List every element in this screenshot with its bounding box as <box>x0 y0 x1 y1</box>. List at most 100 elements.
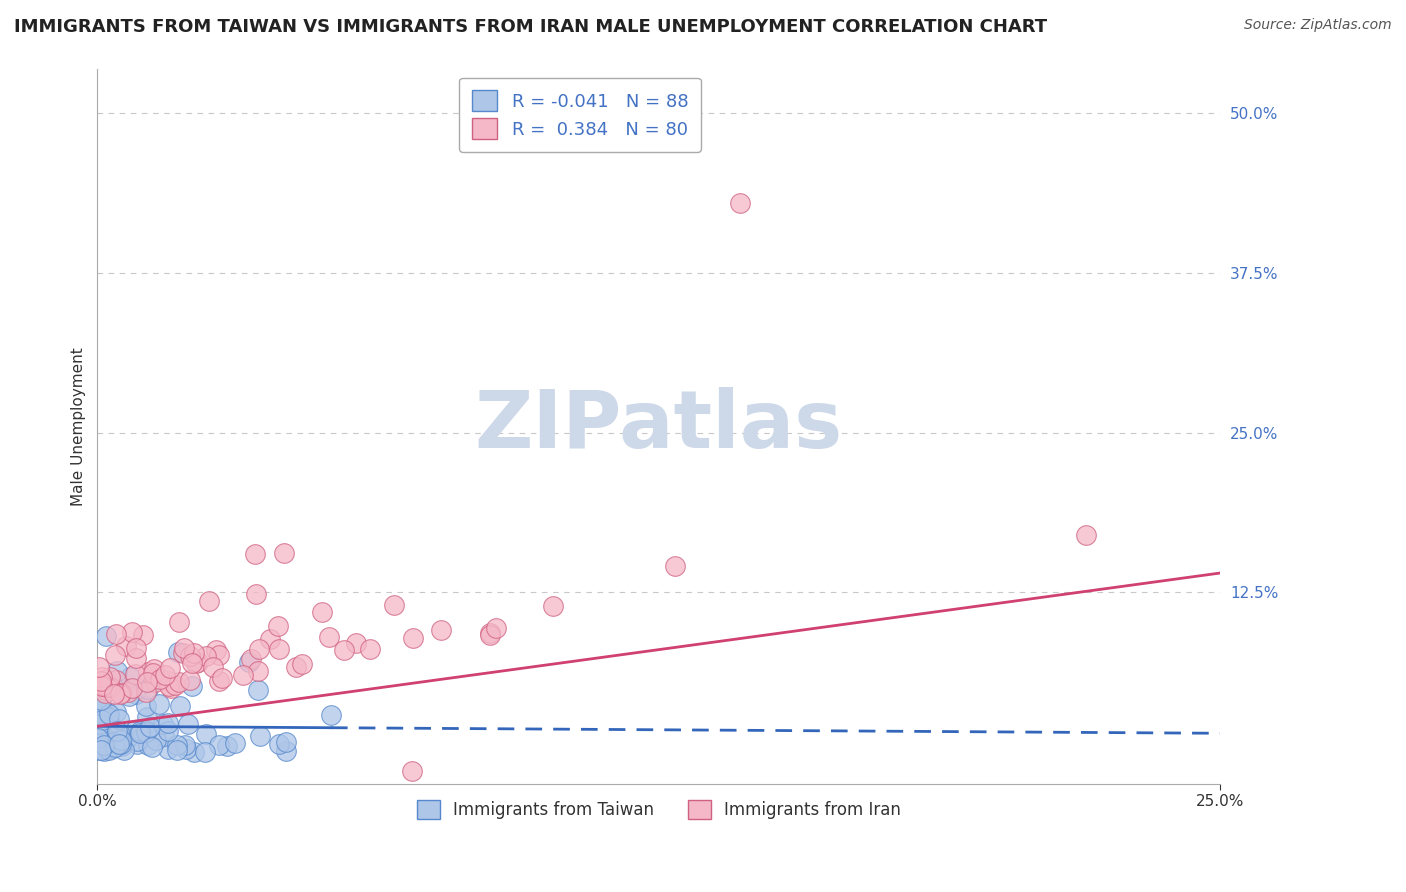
Point <box>166 742 188 756</box>
Point <box>291 657 314 671</box>
Point <box>107 664 129 678</box>
Point <box>205 643 228 657</box>
Point <box>120 670 142 684</box>
Point <box>91 728 114 742</box>
Point <box>181 679 204 693</box>
Point <box>98 743 121 757</box>
Point <box>89 729 111 743</box>
Point <box>124 667 146 681</box>
Point <box>143 662 166 676</box>
Point <box>94 683 117 698</box>
Point <box>117 685 139 699</box>
Point <box>90 743 112 757</box>
Point <box>180 656 202 670</box>
Point <box>93 744 115 758</box>
Point <box>152 717 174 731</box>
Point <box>90 673 112 688</box>
Point <box>98 715 121 730</box>
Point <box>93 738 115 752</box>
Point <box>110 685 132 699</box>
Point <box>246 665 269 679</box>
Point <box>145 733 167 747</box>
Point <box>246 683 269 698</box>
Point <box>103 740 125 755</box>
Point <box>173 738 195 752</box>
Point <box>195 649 218 664</box>
Point <box>543 599 565 613</box>
Point <box>238 655 260 669</box>
Point <box>135 699 157 714</box>
Point <box>152 730 174 744</box>
Y-axis label: Male Unemployment: Male Unemployment <box>72 347 86 506</box>
Point <box>97 733 120 747</box>
Point <box>96 721 118 735</box>
Point <box>105 737 128 751</box>
Point <box>90 693 112 707</box>
Point <box>112 743 135 757</box>
Point <box>125 650 148 665</box>
Point <box>104 648 127 662</box>
Point <box>159 681 181 695</box>
Point <box>94 741 117 756</box>
Point <box>165 677 187 691</box>
Point <box>267 619 290 633</box>
Point <box>156 716 179 731</box>
Point <box>135 674 157 689</box>
Point <box>135 725 157 739</box>
Point <box>89 659 111 673</box>
Point <box>173 640 195 655</box>
Point <box>135 724 157 739</box>
Point <box>143 674 166 689</box>
Point <box>344 636 367 650</box>
Point <box>155 667 177 681</box>
Point <box>273 546 295 560</box>
Point <box>108 713 131 727</box>
Point <box>91 670 114 684</box>
Point <box>127 737 149 751</box>
Point <box>1074 528 1097 542</box>
Point <box>107 724 129 739</box>
Point <box>117 689 139 703</box>
Point <box>131 628 153 642</box>
Point <box>98 707 121 722</box>
Point <box>184 657 207 671</box>
Point <box>98 715 121 730</box>
Point <box>135 685 157 699</box>
Point <box>91 734 114 748</box>
Point <box>142 665 165 680</box>
Point <box>149 673 172 687</box>
Point <box>208 738 231 752</box>
Point <box>125 640 148 655</box>
Point <box>91 679 114 693</box>
Point <box>177 717 200 731</box>
Point <box>156 723 179 738</box>
Point <box>125 687 148 701</box>
Point <box>104 626 127 640</box>
Point <box>201 660 224 674</box>
Text: IMMIGRANTS FROM TAIWAN VS IMMIGRANTS FROM IRAN MALE UNEMPLOYMENT CORRELATION CHA: IMMIGRANTS FROM TAIWAN VS IMMIGRANTS FRO… <box>14 18 1047 36</box>
Point <box>141 739 163 754</box>
Point <box>90 713 112 727</box>
Point <box>135 709 157 723</box>
Point <box>103 687 125 701</box>
Point <box>243 547 266 561</box>
Point <box>249 729 271 743</box>
Point <box>176 742 198 756</box>
Point <box>148 697 170 711</box>
Point <box>208 648 231 662</box>
Point <box>115 640 138 654</box>
Point <box>136 665 159 680</box>
Point <box>664 558 686 573</box>
Point <box>274 735 297 749</box>
Point <box>333 643 356 657</box>
Point <box>485 621 508 635</box>
Point <box>94 686 117 700</box>
Point <box>156 673 179 688</box>
Point <box>430 624 453 638</box>
Point <box>111 683 134 698</box>
Point <box>198 594 221 608</box>
Point <box>728 195 751 210</box>
Point <box>96 680 118 694</box>
Point <box>359 641 381 656</box>
Point <box>110 733 132 747</box>
